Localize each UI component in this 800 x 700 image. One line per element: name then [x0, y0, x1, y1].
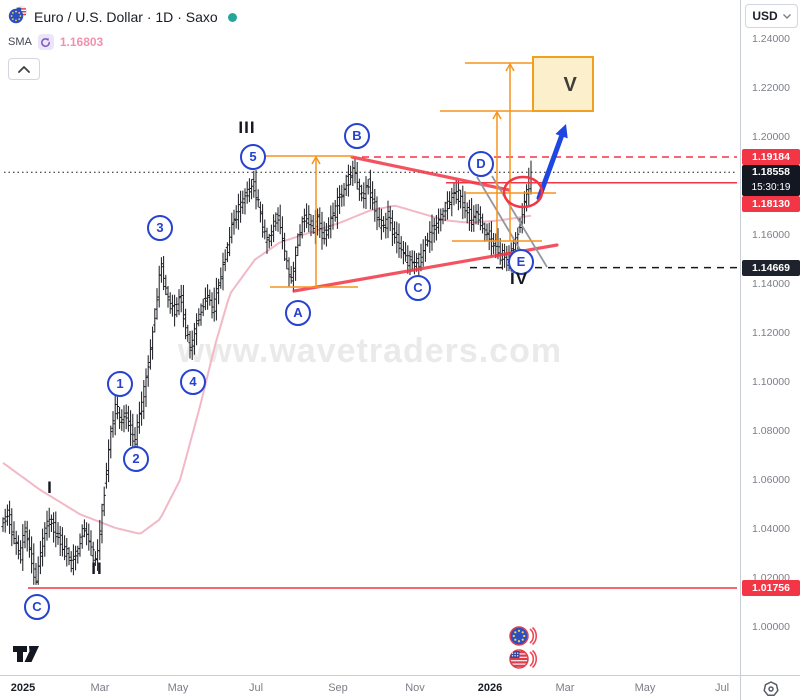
- price-tick: 1.00000: [752, 621, 790, 633]
- interval-label[interactable]: 1D: [155, 9, 174, 25]
- price-tick: 1.10000: [752, 376, 790, 388]
- time-axis[interactable]: 2025 Mar May Jul Sep Nov 2026 Mar May Jul: [0, 675, 740, 700]
- indicator-name: SMA: [8, 36, 32, 48]
- arrowhead-up-icon: [492, 110, 502, 120]
- market-status-dot[interactable]: [227, 12, 237, 22]
- price-tick: 1.08000: [752, 425, 790, 437]
- sma-line: [2, 204, 532, 535]
- separator-dot: ·: [146, 9, 152, 25]
- price-tick: 1.24000: [752, 33, 790, 45]
- price-tick: 1.14000: [752, 278, 790, 290]
- breakout-highlight-circle[interactable]: [502, 175, 544, 209]
- price-alert-label: 1.14669: [742, 260, 800, 276]
- channel-line[interactable]: [491, 175, 548, 268]
- exchange-label: Saxo: [185, 9, 218, 25]
- chevron-down-icon: [782, 13, 791, 19]
- legend: Euro / U.S. Dollar · 1D · Saxo SMA 1.168…: [8, 5, 237, 80]
- time-tick: Mar: [555, 682, 575, 694]
- time-tick: 2026: [477, 682, 503, 694]
- time-tick: May: [634, 682, 656, 694]
- separator-dot: ·: [177, 9, 182, 25]
- time-tick: Jul: [248, 682, 264, 694]
- time-tick: Jul: [714, 682, 730, 694]
- price-axis[interactable]: USD 1.24000 1.22000 1.20000 1.16000 1.14000 1…: [740, 0, 800, 675]
- arrowhead-up-icon: [505, 62, 515, 72]
- projection-arrow[interactable]: [536, 133, 564, 201]
- price-tick: 1.20000: [752, 131, 790, 143]
- price-tick: 1.16000: [752, 229, 790, 241]
- indicator-value: 1.16803: [59, 35, 104, 49]
- symbol-row[interactable]: Euro / U.S. Dollar · 1D · Saxo: [8, 5, 237, 29]
- time-tick: May: [167, 682, 189, 694]
- projection-arrowhead-icon: [555, 124, 568, 139]
- price-tick: 1.06000: [752, 474, 790, 486]
- chevron-up-icon: [18, 65, 30, 73]
- target-box[interactable]: [532, 56, 594, 112]
- wave-label-v: V: [564, 74, 578, 96]
- price-chart: V: [1, 56, 737, 589]
- price-tick: 1.12000: [752, 327, 790, 339]
- eu-flag-event-icon[interactable]: [508, 625, 538, 652]
- current-price-label: 1.18558 15:30:19: [742, 164, 800, 196]
- watermark: www.wavetraders.com: [177, 332, 563, 370]
- currency-selector-button[interactable]: USD: [745, 4, 798, 28]
- indicator-row[interactable]: SMA 1.16803: [8, 32, 237, 52]
- settings-gear-icon[interactable]: [762, 680, 780, 698]
- time-tick: 2025: [10, 682, 36, 694]
- arrowhead-up-icon: [311, 155, 321, 165]
- symbol-name: Euro / U.S. Dollar: [34, 9, 143, 25]
- price-alert-label: 1.19184: [742, 149, 800, 165]
- loop-arrows-icon[interactable]: [37, 34, 54, 50]
- price-tick: 1.04000: [752, 523, 790, 535]
- currency-label: USD: [752, 9, 778, 23]
- axis-settings-corner[interactable]: [740, 675, 800, 700]
- time-tick: Sep: [328, 682, 348, 694]
- price-alert-label: 1.18130: [742, 196, 800, 212]
- chart-canvas[interactable]: www.wavetraders.com V 1 2 3 4 5 A B C D E C I II III I…: [0, 0, 740, 675]
- time-tick: Mar: [90, 682, 110, 694]
- tradingview-logo[interactable]: [12, 644, 40, 669]
- time-tick: Nov: [405, 682, 425, 694]
- bar-countdown: 15:30:19: [751, 181, 791, 193]
- us-flag-event-icon[interactable]: [508, 648, 538, 675]
- price-alert-label: 1.01756: [742, 580, 800, 596]
- symbol-flags-icon: [8, 5, 28, 29]
- symbol-title[interactable]: Euro / U.S. Dollar · 1D · Saxo: [34, 9, 218, 25]
- price-bars: [1, 158, 533, 585]
- trendline[interactable]: [350, 155, 511, 192]
- price-tick: 1.22000: [752, 82, 790, 94]
- collapse-legend-button[interactable]: [8, 58, 40, 80]
